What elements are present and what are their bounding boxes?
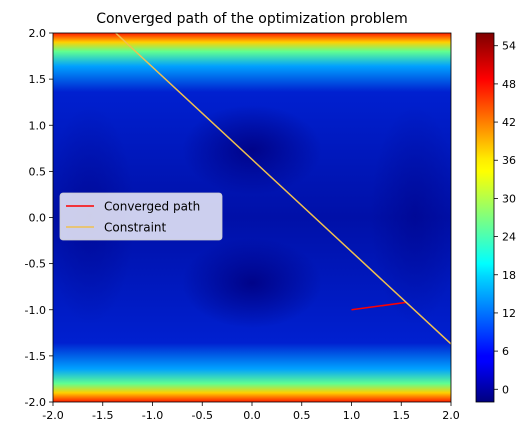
y-tick-label: 1.0	[29, 119, 47, 132]
colorbar-tick-label: 6	[502, 345, 509, 358]
colorbar-tick-label: 0	[502, 383, 509, 396]
y-axis: 2.0 1.5 1.0 0.5 0.0 -0.5 -1.0 -1.5 -2.0	[25, 27, 53, 409]
y-tick-label: -0.5	[25, 258, 46, 271]
colorbar-tick-label: 24	[502, 231, 516, 244]
x-tick-label: -1.5	[92, 409, 113, 422]
legend-box	[59, 192, 223, 241]
x-tick-label: -2.0	[42, 409, 63, 422]
heatmap-minimum-upper	[182, 105, 322, 195]
y-tick-label: 2.0	[29, 27, 47, 40]
colorbar-tick-label: 36	[502, 154, 516, 167]
colorbar-tick-label: 48	[502, 78, 516, 91]
legend-label-converged-path: Converged path	[104, 200, 200, 214]
x-tick-label: -1.0	[142, 409, 163, 422]
heatmap-minimum-right	[370, 105, 451, 325]
x-axis: -2.0 -1.5 -1.0 -0.5 0.0 0.5 1.0 1.5 2.0	[42, 402, 460, 422]
series-line-constraint	[115, 33, 451, 345]
colorbar-tick-label: 18	[502, 269, 516, 282]
x-tick-label: 2.0	[442, 409, 460, 422]
y-tick-label: -2.0	[25, 396, 46, 409]
colorbar-tick-label: 42	[502, 116, 516, 129]
x-tick-label: 1.5	[393, 409, 411, 422]
chart-title: Converged path of the optimization probl…	[96, 11, 408, 27]
x-tick-label: 0.0	[243, 409, 261, 422]
series-layer	[115, 33, 451, 345]
x-tick-label: 0.5	[293, 409, 311, 422]
x-tick-label: -0.5	[192, 409, 213, 422]
colorbar-bar	[475, 32, 495, 403]
colorbar-tick-label: 30	[502, 192, 516, 205]
y-tick-label: -1.0	[25, 304, 46, 317]
y-tick-label: 0.0	[29, 212, 47, 225]
series-line-converged-path	[351, 301, 407, 311]
legend: Converged path Constraint	[59, 192, 223, 241]
x-tick-label: 1.0	[343, 409, 361, 422]
y-tick-label: 1.5	[29, 73, 47, 86]
legend-label-constraint: Constraint	[104, 221, 167, 235]
heatmap-minimum-lower	[182, 238, 322, 328]
colorbar-ticks: 54 48 42 36 30 24 18 12 6 0	[494, 40, 516, 396]
colorbar: 54 48 42 36 30 24 18 12 6 0	[475, 32, 516, 403]
y-tick-label: -1.5	[25, 350, 46, 363]
colorbar-tick-label: 12	[502, 307, 516, 320]
y-tick-label: 0.5	[29, 165, 47, 178]
colorbar-tick-label: 54	[502, 40, 516, 53]
